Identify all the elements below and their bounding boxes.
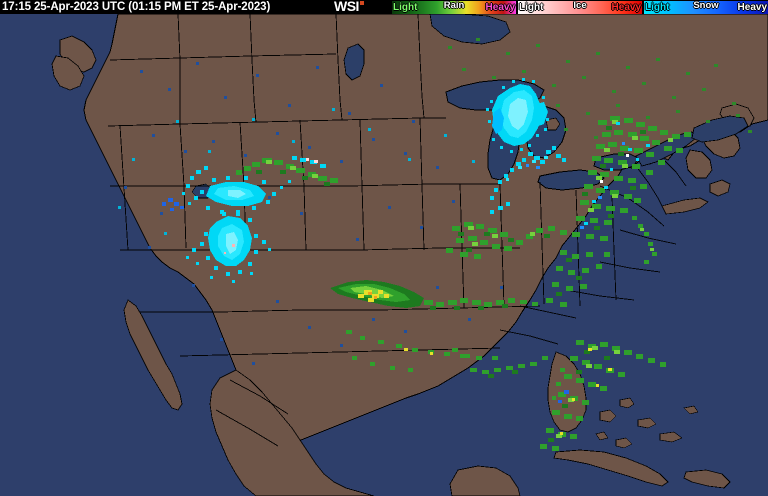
echo-kansas-oklahoma-rain (330, 280, 538, 372)
timestamp-label: 17:15 25-Apr-2023 UTC (01:15 PM ET 25-Ap… (2, 1, 271, 13)
snow-light-label: Light (645, 2, 670, 13)
precipitation-layer (118, 38, 752, 451)
echo-scattered-cyan (118, 108, 475, 235)
ice-heavy-label: Heavy (611, 2, 641, 13)
echo-midatlantic-rain (546, 250, 610, 307)
rain-light-label: Light (393, 2, 418, 13)
echo-florida-atlantic-rain (540, 340, 666, 451)
rain-gradient-bar (392, 1, 516, 14)
legend-scale-snow[interactable]: Light Snow Heavy (644, 0, 768, 14)
snow-heavy-label: Heavy (737, 2, 767, 13)
echo-ontario-snow (490, 146, 566, 200)
ice-title-label: Ice (573, 0, 587, 11)
ice-gradient-bar (518, 1, 642, 14)
snow-gradient-bar (644, 1, 768, 14)
echo-carolinas-rain (632, 216, 657, 264)
legend-scale-ice[interactable]: Light Ice Heavy (518, 0, 642, 14)
echo-gulf-coast-rain (452, 348, 548, 378)
echo-montana-rain (236, 156, 338, 186)
snow-title-label: Snow (693, 0, 719, 11)
echo-ohio-valley-rain (446, 202, 567, 259)
echo-canada-speckle (448, 38, 752, 139)
rain-heavy-label: Heavy (485, 2, 515, 13)
rain-title-label: Rain (443, 0, 465, 11)
wsi-logo-text: WSI (334, 0, 359, 14)
wsi-logo: WSI (334, 0, 364, 14)
legend-scale-rain[interactable]: Light Rain Heavy (392, 0, 516, 14)
ice-light-label: Light (519, 2, 544, 13)
echo-upper-michigan-snow (486, 78, 549, 153)
echo-wyoming-snow (162, 166, 291, 214)
landmass-group (51, 13, 768, 496)
echo-northeast-rain (572, 116, 691, 241)
echo-scattered-noise (124, 62, 503, 365)
registered-mark-icon (359, 1, 364, 6)
political-borders (107, 13, 687, 447)
precipitation-legend: Light Rain Heavy Light Ice Heavy Light S… (392, 0, 768, 14)
